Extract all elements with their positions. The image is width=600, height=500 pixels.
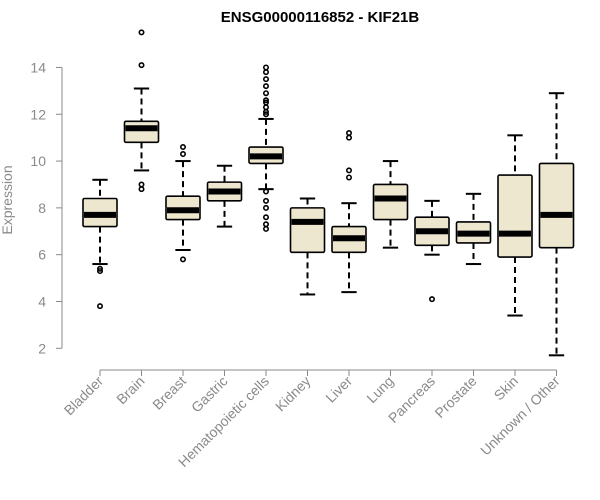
- outlier-point: [345, 174, 352, 181]
- y-tick-label: 12: [30, 106, 46, 122]
- outlier-point: [345, 134, 352, 141]
- x-tick-label: Unknown / Other: [477, 373, 563, 459]
- x-tick-label: Skin: [491, 373, 522, 404]
- iqr-box: [123, 120, 160, 144]
- box-group: [289, 197, 326, 296]
- box-group: [82, 178, 118, 310]
- x-tick-label: Liver: [322, 373, 355, 406]
- x-tick-label: Prostate: [431, 373, 479, 421]
- outlier-point: [262, 90, 269, 97]
- y-tick-label: 8: [38, 200, 46, 216]
- outlier-point: [262, 97, 269, 104]
- x-tick-label: Bladder: [61, 373, 107, 419]
- y-tick-label: 4: [38, 293, 46, 309]
- y-axis-label: Expression: [0, 165, 15, 234]
- box-group: [206, 164, 243, 228]
- outlier-point: [180, 144, 187, 151]
- outlier-point: [262, 221, 269, 228]
- outlier-point: [428, 296, 435, 303]
- outlier-point: [97, 265, 104, 272]
- outlier-point: [138, 62, 145, 69]
- outlier-point: [262, 83, 269, 90]
- iqr-box: [497, 174, 533, 258]
- x-tick-label: Kidney: [272, 373, 314, 415]
- outlier-point: [262, 69, 269, 76]
- box-group: [414, 199, 450, 303]
- box-group: [455, 192, 492, 266]
- box-group: [248, 64, 284, 232]
- outlier-point: [180, 256, 187, 263]
- x-tick-label: Lung: [363, 373, 396, 406]
- box-group: [538, 92, 575, 357]
- iqr-box: [372, 183, 409, 221]
- outlier-point: [138, 186, 145, 193]
- box-group: [497, 134, 533, 317]
- boxes-group: [82, 29, 575, 357]
- outlier-point: [138, 29, 145, 36]
- outlier-point: [262, 64, 269, 71]
- outlier-point: [345, 167, 352, 174]
- box-group: [165, 144, 201, 263]
- outlier-point: [262, 104, 269, 111]
- outlier-point: [262, 214, 269, 221]
- box-group: [331, 129, 367, 294]
- chart-title: ENSG00000116852 - KIF21B: [221, 9, 420, 26]
- outlier-point: [262, 111, 269, 118]
- box-group: [372, 160, 409, 249]
- iqr-box: [538, 162, 575, 249]
- x-tick-label: Breast: [149, 373, 189, 413]
- outlier-point: [262, 76, 269, 83]
- outlier-point: [97, 303, 104, 310]
- y-axis: 2 4 6 8 10 12 14: [30, 59, 63, 356]
- outlier-point: [138, 181, 145, 188]
- y-tick-label: 2: [38, 340, 46, 356]
- outlier-point: [180, 151, 187, 158]
- x-tick-label: Brain: [113, 373, 147, 407]
- iqr-box: [289, 207, 326, 254]
- y-tick-label: 14: [30, 59, 46, 75]
- outlier-point: [262, 197, 269, 204]
- outlier-point: [262, 204, 269, 211]
- outlier-point: [262, 225, 269, 232]
- outlier-point: [262, 108, 269, 115]
- outlier-point: [345, 129, 352, 136]
- y-tick-label: 6: [38, 247, 46, 263]
- y-tick-label: 10: [30, 153, 46, 169]
- outlier-point: [97, 268, 104, 275]
- box-group: [123, 29, 160, 193]
- outlier-point: [262, 188, 269, 195]
